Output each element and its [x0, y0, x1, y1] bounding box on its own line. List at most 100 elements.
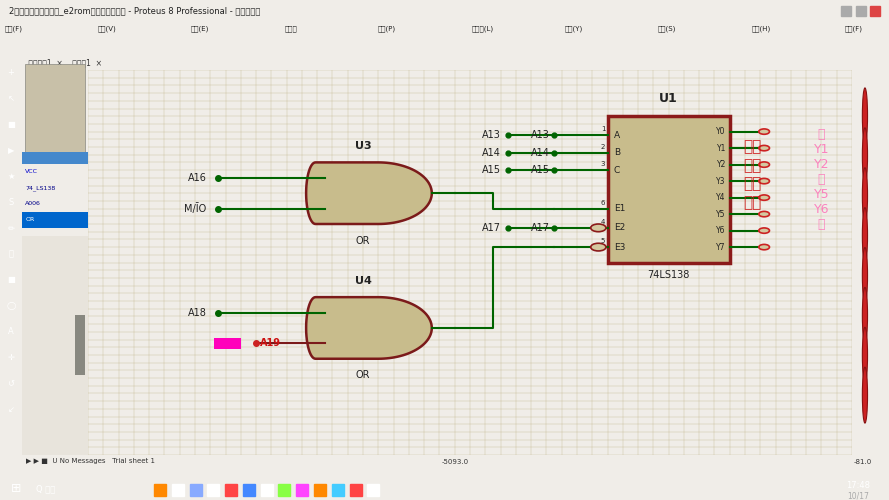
Text: Y7: Y7	[717, 242, 726, 252]
Text: ◯: ◯	[6, 302, 16, 310]
Text: 帮助(H): 帮助(H)	[751, 26, 771, 32]
Text: ↙: ↙	[7, 405, 14, 414]
Text: OR: OR	[356, 370, 371, 380]
Text: 1: 1	[601, 126, 605, 132]
Text: 2线对讲门铃原理分析_e2rom存储器工作原理 - Proteus 8 Professional - 原理图设计: 2线对讲门铃原理分析_e2rom存储器工作原理 - Proteus 8 Prof…	[9, 6, 260, 16]
Text: -81.0: -81.0	[853, 458, 871, 464]
Text: 17:48: 17:48	[846, 482, 869, 490]
Text: Y3: Y3	[717, 176, 726, 186]
Circle shape	[862, 168, 868, 224]
Circle shape	[590, 224, 606, 232]
Text: 放料(P): 放料(P)	[378, 26, 396, 32]
Circle shape	[862, 88, 868, 144]
Circle shape	[862, 367, 868, 423]
Text: A14: A14	[532, 148, 550, 158]
Text: A13: A13	[532, 130, 550, 140]
Text: 74LS138: 74LS138	[647, 270, 690, 280]
Text: 6: 6	[601, 200, 605, 205]
Text: ✛: ✛	[7, 354, 14, 362]
Text: 3: 3	[601, 161, 605, 167]
Circle shape	[862, 248, 868, 304]
Text: 系统(S): 系统(S)	[658, 26, 677, 32]
Text: 红日
初升
其道
大光: 红日 初升 其道 大光	[743, 140, 762, 210]
Text: A13: A13	[482, 130, 501, 140]
Text: E2: E2	[613, 224, 625, 232]
Text: A19: A19	[260, 338, 281, 348]
FancyBboxPatch shape	[25, 64, 84, 156]
Text: Y4: Y4	[717, 193, 726, 202]
Text: Y2: Y2	[717, 160, 726, 169]
Circle shape	[862, 128, 868, 184]
Text: A17: A17	[482, 223, 501, 233]
Text: 查看(V): 查看(V)	[98, 26, 116, 32]
Text: A18: A18	[188, 308, 206, 318]
Text: 系统(Y): 系统(Y)	[565, 26, 583, 32]
Circle shape	[759, 129, 770, 134]
Polygon shape	[306, 297, 432, 359]
Text: OR: OR	[25, 217, 35, 222]
FancyBboxPatch shape	[75, 316, 84, 375]
Text: ▶: ▶	[8, 146, 14, 155]
Circle shape	[759, 212, 770, 217]
Text: +: +	[8, 68, 14, 77]
Text: S: S	[8, 198, 13, 206]
Text: A: A	[613, 131, 620, 140]
FancyBboxPatch shape	[214, 338, 241, 349]
Text: Y6: Y6	[717, 226, 726, 235]
Polygon shape	[306, 162, 432, 224]
Text: A17: A17	[532, 223, 550, 233]
Text: ↖: ↖	[7, 94, 14, 103]
Text: A15: A15	[532, 165, 550, 175]
Text: ✏: ✏	[7, 224, 14, 232]
Text: 2: 2	[601, 144, 605, 150]
Text: Q 搜索: Q 搜索	[36, 484, 55, 494]
Text: Y0: Y0	[717, 127, 726, 136]
Text: ▶ ▶ ■  U No Messages   Trial sheet 1: ▶ ▶ ■ U No Messages Trial sheet 1	[27, 458, 156, 464]
Text: E3: E3	[613, 242, 625, 252]
Text: OR: OR	[356, 236, 371, 246]
Circle shape	[759, 178, 770, 184]
Text: ⊞: ⊞	[11, 482, 21, 496]
Text: U3: U3	[355, 141, 372, 151]
Text: 原理图板1  ×    层叠图1  ×: 原理图板1 × 层叠图1 ×	[27, 58, 102, 68]
Text: 二维码: 二维码	[284, 26, 297, 32]
Text: Y5: Y5	[717, 210, 726, 218]
Circle shape	[759, 162, 770, 168]
Text: 放线(F): 放线(F)	[845, 26, 862, 32]
Text: E1: E1	[613, 204, 625, 213]
Circle shape	[862, 328, 868, 383]
Text: 5: 5	[601, 238, 605, 244]
FancyBboxPatch shape	[22, 152, 88, 164]
Text: ■: ■	[7, 276, 15, 284]
Text: A16: A16	[188, 173, 206, 183]
FancyBboxPatch shape	[607, 116, 730, 262]
Text: VCC: VCC	[25, 169, 38, 174]
FancyBboxPatch shape	[22, 212, 88, 228]
Circle shape	[590, 244, 606, 251]
FancyBboxPatch shape	[22, 236, 88, 455]
Circle shape	[759, 195, 770, 200]
Text: 编辑(E): 编辑(E)	[191, 26, 210, 32]
Text: U1: U1	[660, 92, 678, 104]
Text: B: B	[613, 148, 620, 158]
Text: ↺: ↺	[7, 379, 14, 388]
Circle shape	[862, 208, 868, 264]
Circle shape	[759, 228, 770, 234]
Text: 74_LS138: 74_LS138	[25, 185, 55, 190]
Text: -5093.0: -5093.0	[442, 458, 469, 464]
Text: Y1: Y1	[717, 144, 726, 152]
Text: U4: U4	[355, 276, 372, 285]
Circle shape	[759, 146, 770, 151]
Text: 嘉立创(L): 嘉立创(L)	[471, 26, 493, 32]
Text: A15: A15	[482, 165, 501, 175]
Text: 绿
Y1
Y2
联
Y5
Y6
沙: 绿 Y1 Y2 联 Y5 Y6 沙	[813, 128, 829, 231]
Text: ■: ■	[7, 120, 15, 129]
Circle shape	[862, 288, 868, 344]
Text: 4: 4	[601, 219, 605, 225]
Text: 文件(F): 文件(F)	[4, 26, 22, 32]
Text: A006: A006	[25, 201, 41, 206]
Text: ★: ★	[7, 172, 15, 180]
Text: A14: A14	[482, 148, 501, 158]
Text: ⟋: ⟋	[9, 250, 13, 258]
Circle shape	[759, 244, 770, 250]
